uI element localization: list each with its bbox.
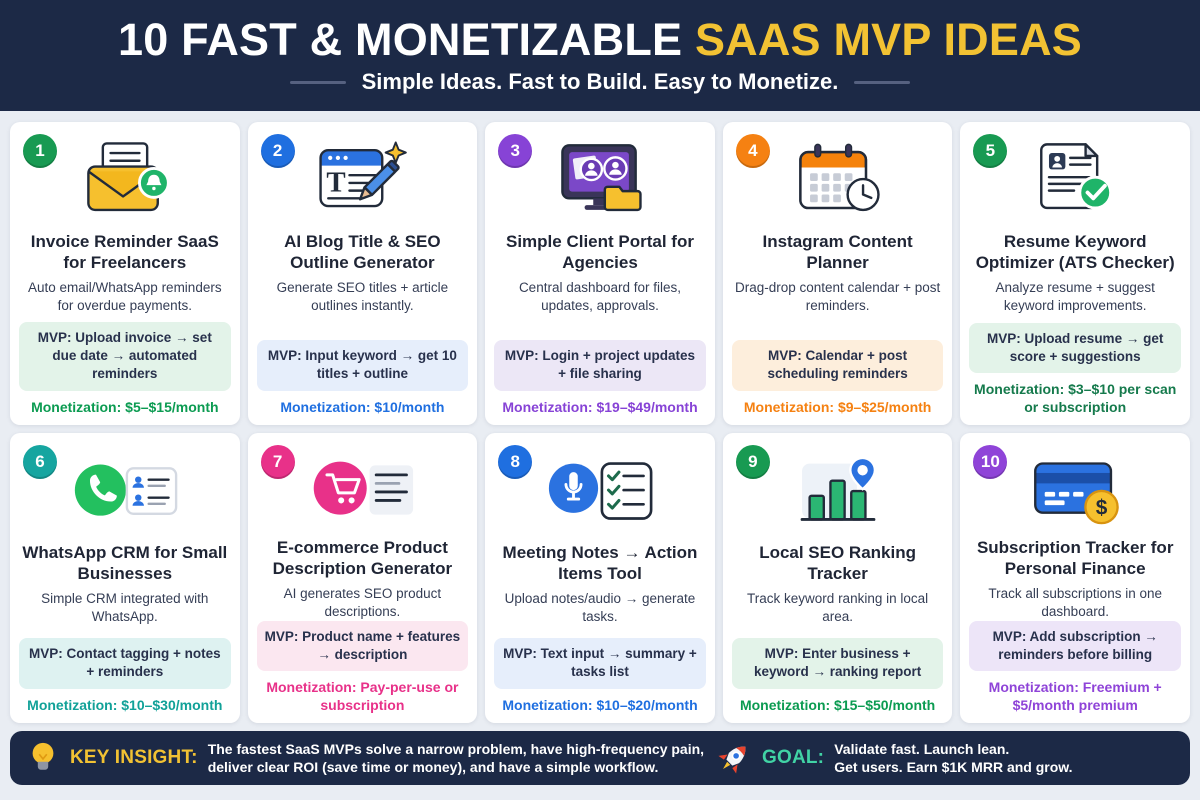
subtitle-row: Simple Ideas. Fast to Build. Easy to Mon…: [289, 69, 911, 95]
card-title: Subscription Tracker for Personal Financ…: [976, 538, 1174, 578]
rocket-icon: [716, 740, 752, 776]
subtitle-dash-left: [289, 80, 346, 84]
idea-card-ecommerce-descriptions: 7 E-commerce Product Description Generat…: [247, 433, 478, 723]
monitor-users-folder-icon: [547, 134, 653, 228]
monetization-text: Monetization: Freemium + $5/month premiu…: [988, 679, 1162, 713]
page-title: 10 FAST & MONETIZABLE SAAS MVP IDEAS: [118, 16, 1082, 63]
monetization-text: Monetization: $19–$49/month: [502, 398, 698, 415]
card-number-badge: 5: [973, 134, 1008, 168]
card-title: Simple Client Portal for Agencies: [506, 232, 694, 272]
key-insight-section: KEY INSIGHT: The fastest SaaS MVPs solve…: [26, 740, 716, 777]
footer-bar: KEY INSIGHT: The fastest SaaS MVPs solve…: [10, 731, 1190, 785]
svg-text:$: $: [1096, 496, 1108, 519]
monetization-text: Monetization: $9–$25/month: [743, 398, 932, 415]
card-description: Track all subscriptions in one dashboard…: [988, 586, 1162, 620]
monetization-text: Monetization: Pay-per-use or subscriptio…: [266, 679, 459, 713]
lightbulb-icon: [26, 740, 60, 776]
card-number-badge: 8: [498, 445, 533, 479]
card-description: Upload notes/audio → generate tasks.: [504, 591, 696, 625]
monetization-text: Monetization: $3–$10 per scan or subscri…: [974, 381, 1177, 415]
card-title: Meeting Notes → Action Items Tool: [502, 543, 698, 583]
monetization-text: Monetization: $15–$50/month: [739, 696, 936, 713]
subtitle-dash-right: [854, 80, 911, 84]
monetization-text: Monetization: $10–$20/month: [502, 696, 698, 713]
header-banner: 10 FAST & MONETIZABLE SAAS MVP IDEAS Sim…: [0, 0, 1200, 111]
credit-card-dollar-icon: $: [1022, 445, 1128, 534]
card-title: E-commerce Product Description Generator: [272, 538, 453, 578]
goal-label: GOAL:: [762, 747, 825, 768]
card-title: AI Blog Title & SEO Outline Generator: [284, 232, 441, 272]
card-number-badge: 6: [23, 445, 57, 479]
mvp-box: MVP: Upload invoice → set due date → aut…: [19, 321, 231, 391]
microphone-checklist-icon: [547, 445, 653, 539]
card-description: Simple CRM integrated with WhatsApp.: [41, 591, 209, 625]
mvp-box: MVP: Login + project updates + file shar…: [494, 340, 706, 391]
svg-text:T: T: [327, 167, 346, 199]
idea-card-grid: 1 Invoice Reminder SaaS for Freelancers …: [0, 111, 1200, 723]
goal-text: Validate fast. Launch lean. Get users. E…: [834, 740, 1072, 777]
goal-line-2: Get users. Earn $1K MRR and grow.: [834, 759, 1073, 775]
blog-editor-pencil-icon: T: [309, 134, 415, 228]
card-number-badge: 7: [260, 445, 295, 479]
idea-card-local-seo-tracker: 9 Local SEO Ranking Tracker Track keywor…: [722, 433, 953, 723]
card-description: Auto email/WhatsApp reminders for overdu…: [28, 280, 222, 314]
mvp-box: MVP: Add subscription → reminders before…: [969, 620, 1181, 671]
page-title-yellow: SAAS MVP IDEAS: [694, 13, 1082, 65]
key-insight-line-2: deliver clear ROI (save time or money), …: [207, 759, 659, 775]
page-subtitle: Simple Ideas. Fast to Build. Easy to Mon…: [361, 69, 839, 95]
calendar-clock-icon: [785, 134, 891, 228]
card-title: Resume Keyword Optimizer (ATS Checker): [975, 232, 1175, 272]
idea-card-subscription-tracker: 10 $ Subscription Tracker for Personal F…: [960, 433, 1190, 723]
monetization-text: Monetization: $5–$15/month: [31, 398, 219, 415]
card-title: WhatsApp CRM for Small Businesses: [22, 543, 228, 583]
goal-section: GOAL: Validate fast. Launch lean. Get us…: [716, 740, 1174, 777]
idea-card-invoice-reminder: 1 Invoice Reminder SaaS for Freelancers …: [10, 122, 240, 425]
idea-card-resume-optimizer: 5 Resume Keyword Optimizer (ATS Checker)…: [960, 122, 1190, 425]
mvp-box: MVP: Upload resume → get score + suggest…: [969, 322, 1181, 373]
card-number-badge: 9: [735, 445, 770, 479]
cart-descriptions-icon: [309, 445, 415, 534]
card-number-badge: 1: [23, 134, 57, 168]
key-insight-text: The fastest SaaS MVPs solve a narrow pro…: [208, 740, 704, 777]
mvp-box: MVP: Input keyword → get 10 titles + out…: [256, 340, 469, 391]
card-number-badge: 10: [973, 445, 1008, 479]
card-description: Track keyword ranking in local area.: [747, 591, 929, 625]
idea-card-client-portal: 3 Simple Client Portal for Agencies Cent…: [485, 122, 715, 425]
idea-card-whatsapp-crm: 6 WhatsApp CRM for Small Businesses Simp…: [10, 433, 240, 723]
mvp-box: MVP: Contact tagging + notes + reminders: [19, 638, 231, 689]
idea-card-instagram-planner: 4 Instagram Content Planner Drag-drop co…: [722, 122, 953, 425]
envelope-bell-icon: [72, 134, 178, 228]
card-title: Instagram Content Planner: [762, 232, 913, 272]
monetization-text: Monetization: $10–$30/month: [27, 696, 223, 713]
card-title: Invoice Reminder SaaS for Freelancers: [30, 232, 219, 272]
card-title: Local SEO Ranking Tracker: [759, 543, 916, 583]
whatsapp-contacts-icon: [72, 445, 178, 539]
mvp-box: MVP: Product name + features → descripti…: [256, 620, 469, 671]
page-title-white: 10 FAST & MONETIZABLE: [117, 13, 695, 65]
resume-check-icon: [1022, 134, 1128, 228]
idea-card-ai-blog-title: 2 T AI Blog Title & SEO Outline Generato…: [247, 122, 478, 425]
card-description: Drag-drop content calendar + post remind…: [734, 280, 941, 314]
idea-card-meeting-notes: 8 Meeting Notes → Action Items Tool Uplo…: [485, 433, 715, 723]
card-description: AI generates SEO product descriptions.: [283, 586, 442, 620]
card-number-badge: 2: [260, 134, 295, 168]
goal-line-1: Validate fast. Launch lean.: [834, 740, 1010, 757]
card-number-badge: 4: [735, 134, 770, 168]
card-description: Central dashboard for files, updates, ap…: [518, 280, 682, 314]
card-description: Generate SEO titles + article outlines i…: [276, 280, 449, 314]
card-number-badge: 3: [498, 134, 533, 168]
mvp-box: MVP: Enter business + keyword → ranking …: [731, 638, 944, 689]
key-insight-line-1: The fastest SaaS MVPs solve a narrow pro…: [207, 740, 705, 757]
monetization-text: Monetization: $10/month: [280, 398, 445, 415]
key-insight-label: KEY INSIGHT:: [70, 747, 198, 768]
mvp-box: MVP: Text input → summary + tasks list: [494, 638, 706, 689]
barchart-map-pin-icon: [785, 445, 891, 539]
card-description: Analyze resume + suggest keyword improve…: [995, 280, 1155, 314]
mvp-box: MVP: Calendar + post scheduling reminder…: [731, 340, 944, 391]
